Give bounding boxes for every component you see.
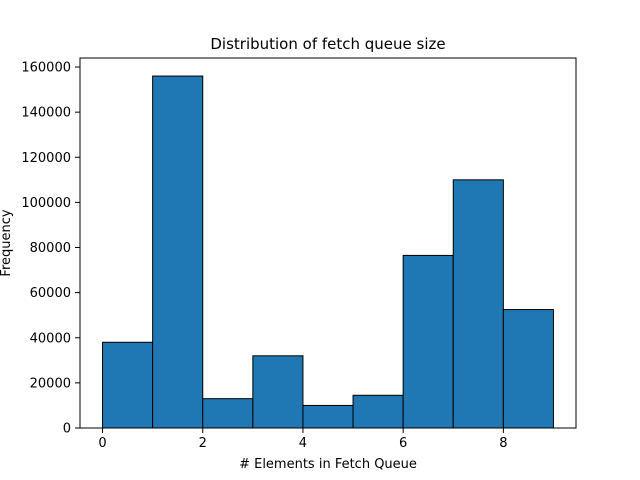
histogram-bar-2 — [202, 398, 254, 429]
histogram-bar-6 — [402, 254, 454, 429]
histogram-bar-7 — [452, 179, 504, 429]
y-tick-label-2: 40000 — [30, 331, 71, 346]
y-tick-label-5: 100000 — [21, 196, 71, 211]
histogram-bar-0 — [102, 341, 154, 429]
histogram-bar-4 — [302, 404, 354, 429]
y-tick-label-4: 80000 — [30, 241, 71, 256]
y-tick-label-7: 140000 — [21, 106, 71, 121]
x-axis-ticks: 0 2 4 6 8 — [98, 428, 507, 451]
x-axis-label: # Elements in Fetch Queue — [239, 457, 417, 472]
x-tick-label-3: 6 — [399, 436, 407, 451]
y-tick-label-3: 60000 — [30, 286, 71, 301]
x-tick-label-1: 2 — [199, 436, 207, 451]
y-axis-ticks: 0 20000 40000 60000 80000 100000 120000 140000 1… — [21, 61, 80, 437]
x-tick-label-4: 8 — [499, 436, 507, 451]
y-tick-label-1: 20000 — [30, 376, 71, 391]
histogram-bar-3 — [252, 355, 304, 429]
x-tick-label-0: 0 — [98, 436, 106, 451]
y-tick-label-0: 0 — [63, 422, 71, 437]
histogram-bar-8 — [502, 309, 554, 429]
x-tick-label-2: 4 — [299, 436, 307, 451]
histogram-bar-5 — [352, 394, 404, 429]
y-tick-label-6: 120000 — [21, 151, 71, 166]
plot-area — [79, 57, 577, 429]
plot-frame — [79, 57, 577, 429]
bars-group — [102, 75, 554, 429]
y-axis-label: Frequency — [0, 209, 14, 276]
y-tick-label-8: 160000 — [21, 61, 71, 76]
chart-title: Distribution of fetch queue size — [210, 35, 445, 53]
histogram-bar-1 — [152, 75, 204, 429]
